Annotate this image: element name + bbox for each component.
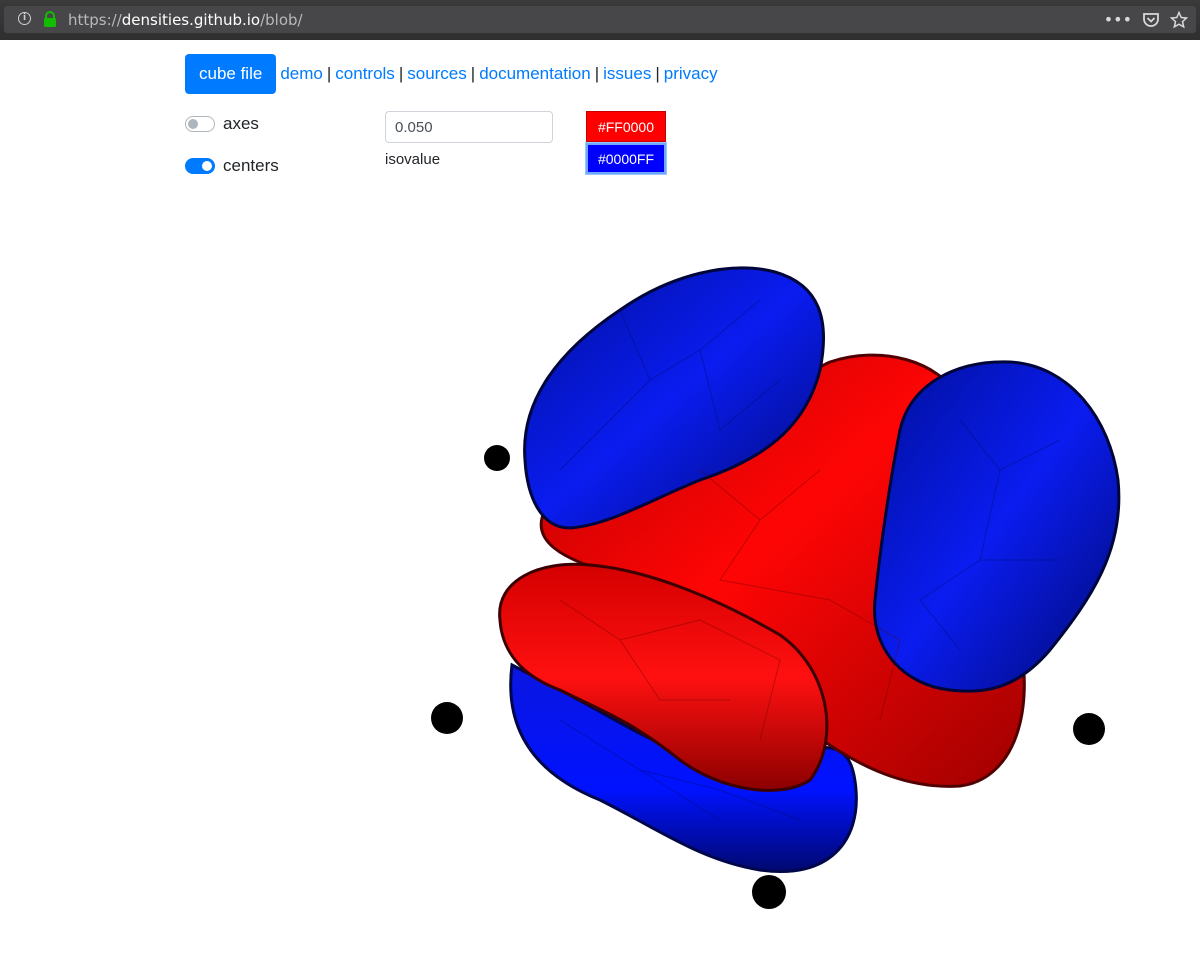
nav-separator: |: [326, 64, 332, 83]
isosurface-canvas[interactable]: [0, 195, 1200, 971]
switch-knob: [202, 161, 212, 171]
centers-toggle-row[interactable]: centers: [185, 156, 279, 176]
axes-switch[interactable]: [185, 116, 215, 132]
centers-switch[interactable]: [185, 158, 215, 174]
bookmark-star-icon[interactable]: [1170, 10, 1188, 29]
nav-separator: |: [398, 64, 404, 83]
axes-toggle-row[interactable]: axes: [185, 114, 259, 134]
positive-color-picker[interactable]: #FF0000: [586, 111, 666, 142]
nav-separator: |: [594, 64, 600, 83]
nav-link-privacy[interactable]: privacy: [663, 64, 718, 83]
nav-separator: |: [655, 64, 660, 83]
negative-color-picker[interactable]: #0000FF: [586, 143, 666, 174]
nav-link-documentation[interactable]: documentation: [479, 64, 591, 83]
negative-lobe-right: [873, 360, 1121, 693]
isovalue-input[interactable]: [385, 111, 553, 143]
atom-center-marker: [752, 875, 786, 909]
switch-knob: [188, 119, 198, 129]
top-nav: cube file demo | controls | sources | document…: [185, 54, 718, 94]
url-text[interactable]: https://densities.github.io/blob/: [68, 11, 303, 29]
isovalue-label: isovalue: [385, 151, 441, 168]
centers-label: centers: [223, 156, 279, 175]
nav-links: demo | controls | sources | documentation | issu…: [280, 64, 717, 84]
atom-center-marker: [484, 445, 510, 471]
cube-file-button[interactable]: cube file: [185, 54, 277, 94]
axes-label: axes: [223, 114, 259, 133]
more-icon[interactable]: •••: [1103, 10, 1132, 29]
nav-link-controls[interactable]: controls: [335, 64, 395, 83]
address-bar[interactable]: i https://densities.github.io/blob/ •••: [4, 6, 1196, 33]
atom-center-marker: [431, 702, 463, 734]
browser-toolbar: i https://densities.github.io/blob/ •••: [0, 0, 1200, 40]
pocket-icon[interactable]: [1142, 12, 1160, 28]
nav-separator: |: [470, 64, 476, 83]
lock-icon[interactable]: [42, 11, 58, 28]
atom-center-marker: [1073, 713, 1105, 745]
nav-link-issues[interactable]: issues: [603, 64, 652, 83]
positive-lobe-lower-left: [498, 562, 829, 792]
info-icon[interactable]: i: [18, 12, 31, 25]
mesh-facets: [559, 299, 1061, 821]
negative-lobe-top-left: [523, 266, 826, 530]
nav-link-sources[interactable]: sources: [407, 64, 467, 83]
nav-link-demo[interactable]: demo: [280, 64, 323, 83]
